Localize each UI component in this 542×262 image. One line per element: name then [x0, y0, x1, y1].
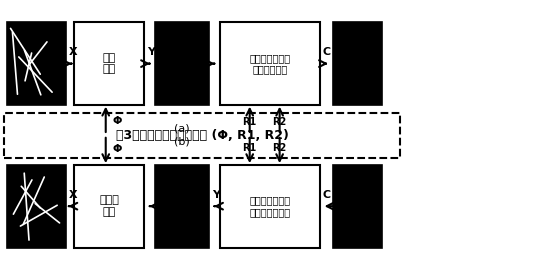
Text: (b): (b): [174, 136, 190, 146]
Text: 3维混气算法产生的秘鑰 (Φ, R1, R2): 3维混气算法产生的秘鑰 (Φ, R1, R2): [116, 129, 289, 142]
FancyBboxPatch shape: [333, 165, 382, 248]
FancyBboxPatch shape: [155, 22, 209, 105]
Text: 压缩
感知: 压缩 感知: [102, 53, 116, 74]
Text: Y: Y: [147, 47, 156, 57]
Text: R1: R1: [243, 117, 257, 127]
Text: 逆迂回柱面射射
双随机相位编码: 逆迂回柱面射射 双随机相位编码: [249, 195, 290, 217]
FancyBboxPatch shape: [7, 22, 66, 105]
Text: Φ: Φ: [113, 116, 122, 126]
Text: Y: Y: [212, 189, 220, 199]
FancyBboxPatch shape: [220, 165, 320, 248]
Text: X: X: [69, 189, 78, 199]
FancyBboxPatch shape: [74, 165, 144, 248]
FancyBboxPatch shape: [155, 165, 209, 248]
Text: R1: R1: [243, 143, 257, 153]
FancyBboxPatch shape: [220, 22, 320, 105]
Text: X: X: [69, 47, 78, 57]
Text: 迂回柱面射射双
随机相位编码: 迂回柱面射射双 随机相位编码: [249, 53, 290, 74]
FancyBboxPatch shape: [4, 113, 401, 158]
Text: 逆压缩
感知: 逆压缩 感知: [99, 195, 119, 217]
Text: (a): (a): [174, 123, 190, 133]
FancyBboxPatch shape: [333, 22, 382, 105]
Text: R2: R2: [273, 117, 287, 127]
Text: R2: R2: [273, 143, 287, 153]
Text: C: C: [322, 189, 331, 199]
FancyBboxPatch shape: [74, 22, 144, 105]
FancyBboxPatch shape: [7, 165, 66, 248]
Text: C: C: [322, 47, 331, 57]
Text: Φ: Φ: [113, 144, 122, 154]
